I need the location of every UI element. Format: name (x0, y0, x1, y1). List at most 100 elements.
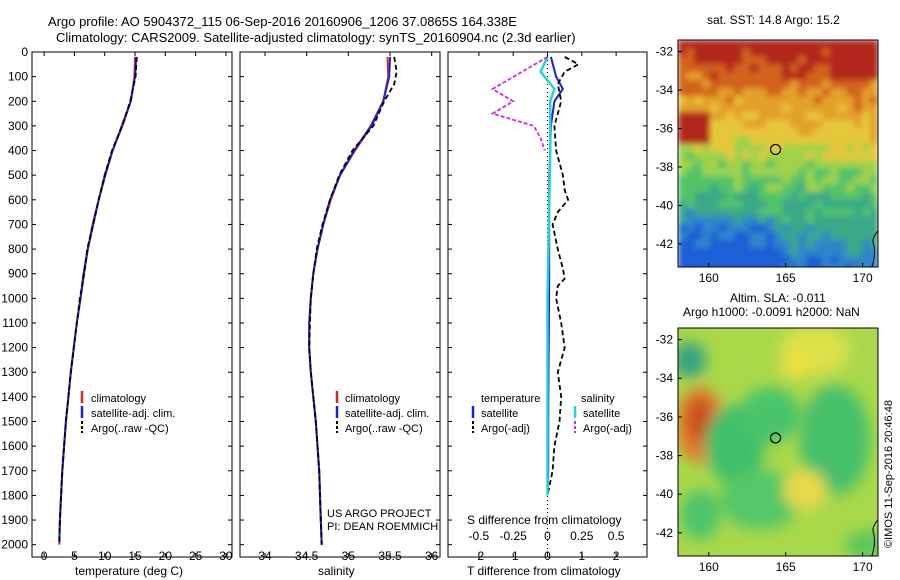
map-y-tick-label: -40 (656, 487, 674, 501)
sst-cell (750, 224, 759, 233)
sst-cell (798, 48, 807, 57)
salinity-xlabel: salinity (318, 564, 355, 578)
coastline (871, 519, 879, 557)
sst-cell (694, 48, 703, 57)
sst-cell (710, 216, 719, 225)
sst-cell (678, 232, 687, 241)
sst-cell (726, 104, 735, 113)
sst-cell (806, 88, 815, 97)
y-tick-label: 400 (8, 144, 28, 158)
y-tick-label: 300 (8, 119, 28, 133)
sst-cell (678, 184, 687, 193)
sst-cell (846, 224, 855, 233)
sst-cell (694, 160, 703, 169)
sst-cell (846, 104, 855, 113)
sst-cell (734, 256, 743, 265)
sst-cell (774, 56, 783, 65)
sst-cell (854, 192, 863, 201)
sst-cell (830, 168, 839, 177)
sst-cell (854, 88, 863, 97)
x-tick-label: 35 (342, 549, 356, 563)
sst-cell (814, 112, 823, 121)
sst-cell (814, 40, 823, 49)
sst-cell (774, 128, 783, 137)
x-tick-label: 35.5 (378, 549, 402, 563)
sst-cell (830, 256, 839, 265)
sst-cell (846, 232, 855, 241)
sst-cell (782, 40, 791, 49)
sst-cell (694, 200, 703, 209)
sst-cell (686, 96, 695, 105)
y-tick-label: 1400 (1, 390, 28, 404)
sst-cell (862, 56, 871, 65)
sst-cell (830, 40, 839, 49)
sst-cell (870, 200, 878, 209)
sst-cell (790, 72, 799, 81)
sst-cell (678, 264, 687, 267)
sst-cell (718, 208, 727, 217)
sst-cell (774, 232, 783, 241)
legend-s-satellite: satellite (583, 408, 620, 420)
sst-cell (718, 104, 727, 113)
sst-cell (854, 56, 863, 65)
sst-cell (870, 40, 878, 49)
sst-cell (790, 80, 799, 89)
sst-cell (758, 120, 767, 129)
sst-cell (758, 264, 767, 267)
sst-cell (686, 232, 695, 241)
sst-cell (718, 72, 727, 81)
sst-cell (686, 168, 695, 177)
difference-xlabel: T difference from climatology (467, 564, 621, 578)
sst-cell (854, 136, 863, 145)
sst-cell (774, 80, 783, 89)
sst-cell (710, 96, 719, 105)
sst-cell (790, 104, 799, 113)
sst-cell (726, 136, 735, 145)
sst-cell (822, 256, 831, 265)
sst-cell (678, 40, 687, 49)
sst-cell (678, 216, 687, 225)
sst-cell (734, 48, 743, 57)
sst-cell (694, 240, 703, 249)
map-y-tick-label: -32 (656, 333, 674, 347)
sst-cell (822, 120, 831, 129)
s-diff-tick-label: -0.5 (469, 529, 490, 543)
sst-cell (742, 240, 751, 249)
sst-cell (806, 136, 815, 145)
sst-cell (726, 184, 735, 193)
x-tick-label: 0 (41, 549, 48, 563)
sst-cell (734, 152, 743, 161)
sst-cell (782, 256, 791, 265)
sst-cell (870, 128, 878, 137)
sst-cell (710, 240, 719, 249)
sst-cell (822, 232, 831, 241)
sst-cell (726, 72, 735, 81)
sst-cell (830, 248, 839, 257)
sst-cell (798, 216, 807, 225)
sst-cell (686, 176, 695, 185)
sst-cell (742, 168, 751, 177)
sst-cell (694, 176, 703, 185)
x-tick-label: 36 (425, 549, 439, 563)
sst-cell (862, 224, 871, 233)
y-tick-label: 500 (8, 168, 28, 182)
sst-cell (758, 200, 767, 209)
sst-cell (750, 48, 759, 57)
sst-cell (790, 136, 799, 145)
sst-cell (838, 88, 847, 97)
sst-cell (694, 184, 703, 193)
sst-cell (710, 136, 719, 145)
sst-cell (814, 168, 823, 177)
sst-cell (846, 120, 855, 129)
sst-cell (822, 208, 831, 217)
sst-cell (830, 176, 839, 185)
sst-cell (806, 40, 815, 49)
sst-cell (718, 240, 727, 249)
sst-cell (694, 256, 703, 265)
pi-annotation: PI: DEAN ROEMMICH (327, 521, 438, 533)
series-temperature-argo-adj- (546, 56, 581, 496)
sst-cell (686, 144, 695, 153)
sst-cell (726, 200, 735, 209)
sst-cell (750, 120, 759, 129)
sst-cell (726, 216, 735, 225)
